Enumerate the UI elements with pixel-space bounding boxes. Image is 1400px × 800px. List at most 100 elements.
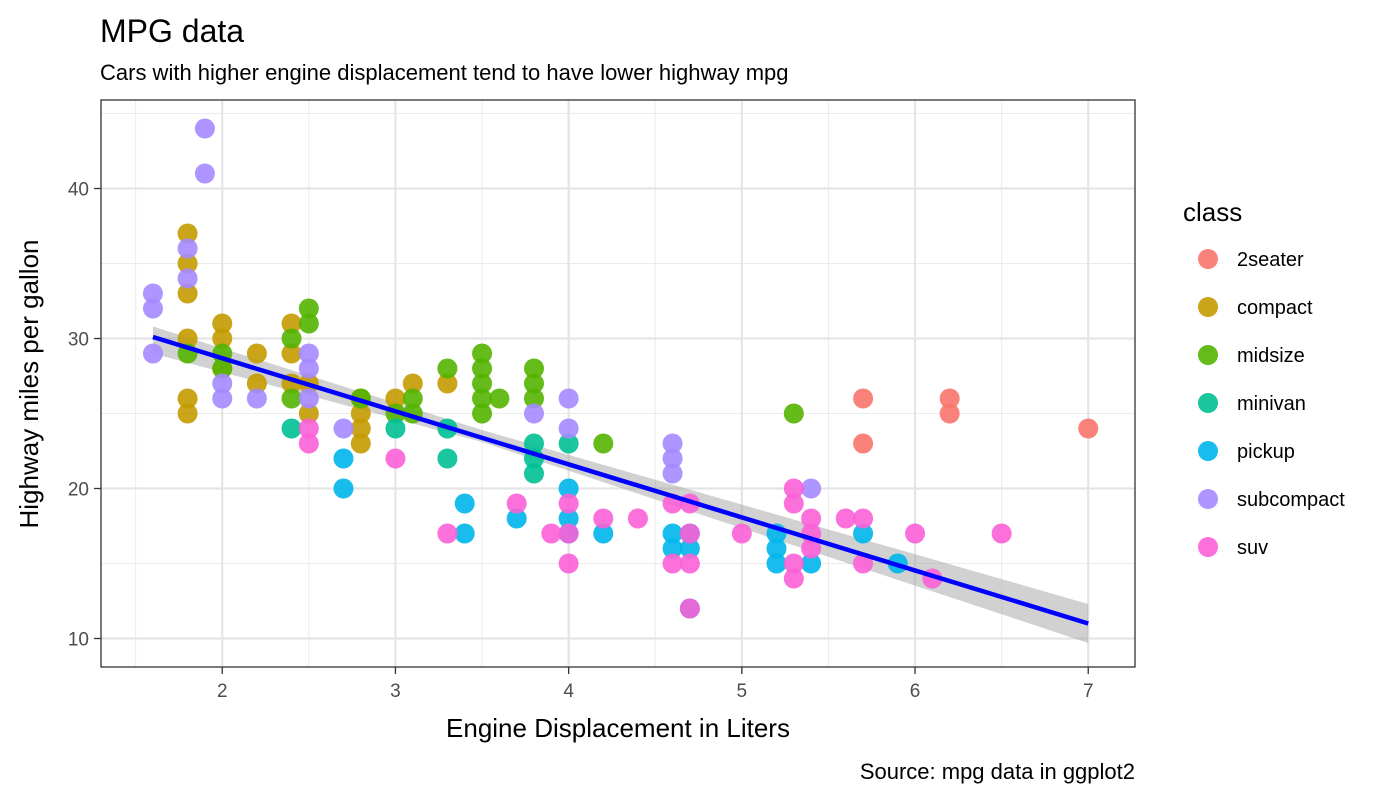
data-point-midsize (523, 373, 544, 394)
data-point-suv (558, 493, 579, 514)
data-point-pickup (558, 508, 579, 529)
y-tick-label: 30 (68, 330, 89, 351)
data-point-compact (177, 223, 198, 244)
data-point-subcompact (298, 388, 319, 409)
data-point-subcompact (662, 463, 683, 484)
data-point-compact (177, 283, 198, 304)
data-point-minivan (523, 433, 544, 454)
data-point-subcompact (212, 373, 233, 394)
data-point-suv (298, 433, 319, 454)
data-point-pickup (662, 538, 683, 559)
data-point-suv (298, 418, 319, 439)
data-point-2seater (939, 388, 960, 409)
chart-subtitle: Cars with higher engine displacement ten… (100, 60, 789, 85)
legend-key-minivan (1198, 393, 1218, 413)
data-point-midsize (472, 358, 493, 379)
x-axis-title: Engine Displacement in Liters (446, 713, 790, 743)
data-point-subcompact (801, 478, 822, 499)
data-point-suv (679, 553, 700, 574)
data-point-subcompact (662, 433, 683, 454)
data-point-subcompact (142, 298, 163, 319)
x-tick-label: 3 (390, 681, 401, 702)
data-point-subcompact (558, 418, 579, 439)
data-point-suv (853, 508, 874, 529)
data-point-suv (541, 523, 562, 544)
data-point-compact (350, 433, 371, 454)
data-point-midsize (472, 373, 493, 394)
data-point-subcompact (142, 343, 163, 364)
data-point-pickup (766, 553, 787, 574)
data-point-compact (177, 253, 198, 274)
data-point-2seater (1078, 418, 1099, 439)
y-tick-label: 10 (68, 630, 89, 651)
data-point-compact (281, 313, 302, 334)
data-point-pickup (454, 523, 475, 544)
data-point-compact (212, 313, 233, 334)
data-point-subcompact (177, 268, 198, 289)
data-point-midsize (472, 403, 493, 424)
data-point-midsize (523, 358, 544, 379)
legend-label-compact: compact (1237, 297, 1313, 319)
legend-key-subcompact (1198, 489, 1218, 509)
data-point-subcompact (194, 163, 215, 184)
data-point-midsize (281, 328, 302, 349)
x-tick-label: 2 (217, 681, 228, 702)
regression-line (152, 334, 1089, 626)
minor-gridlines (101, 100, 1135, 667)
x-tick-label: 7 (1083, 681, 1094, 702)
data-point-pickup (333, 448, 354, 469)
smooth-regression-line (152, 334, 1089, 626)
legend-title: class (1183, 197, 1242, 227)
data-point-2seater (853, 388, 874, 409)
x-tick-label: 4 (563, 681, 574, 702)
y-axis: 10 20 30 40 (68, 180, 101, 651)
legend-key-midsize (1198, 345, 1218, 365)
data-point-subcompact (333, 418, 354, 439)
data-point-minivan (558, 433, 579, 454)
data-point-suv (627, 508, 648, 529)
data-point-midsize (489, 388, 510, 409)
x-tick-label: 5 (737, 681, 748, 702)
data-point-subcompact (298, 358, 319, 379)
data-point-midsize (212, 358, 233, 379)
data-point-suv (835, 508, 856, 529)
data-point-minivan (281, 418, 302, 439)
data-point-pickup (679, 538, 700, 559)
data-point-compact (350, 418, 371, 439)
legend-key-pickup (1198, 441, 1218, 461)
data-point-compact (350, 403, 371, 424)
legend-key-suv (1198, 537, 1218, 557)
legend-label-suv: suv (1237, 537, 1268, 559)
data-point-compact (177, 328, 198, 349)
legend-key-2seater (1198, 249, 1218, 269)
data-point-compact (437, 373, 458, 394)
data-point-pickup (801, 553, 822, 574)
data-point-compact (281, 343, 302, 364)
x-axis: 2 3 4 5 6 7 (217, 667, 1094, 702)
data-point-midsize (472, 343, 493, 364)
data-point-midsize (783, 403, 804, 424)
data-point-suv (783, 553, 804, 574)
data-point-suv (731, 523, 752, 544)
legend-label-midsize: midsize (1237, 345, 1305, 367)
data-point-suv (385, 448, 406, 469)
data-point-minivan (385, 418, 406, 439)
data-point-subcompact (298, 343, 319, 364)
data-point-midsize (523, 388, 544, 409)
data-point-pickup (333, 478, 354, 499)
chart-caption: Source: mpg data in ggplot2 (860, 759, 1135, 784)
data-point-suv (905, 523, 926, 544)
legend: class 2seater compact midsize minivan pickup… (1183, 197, 1345, 559)
data-point-pickup (506, 508, 527, 529)
data-point-midsize (472, 388, 493, 409)
data-point-midsize (298, 298, 319, 319)
data-point-suv (662, 553, 683, 574)
data-point-suv (783, 478, 804, 499)
data-point-compact (402, 373, 423, 394)
data-point-subcompact (523, 403, 544, 424)
data-point-midsize (298, 313, 319, 334)
data-point-pickup (558, 478, 579, 499)
data-point-pickup (662, 523, 683, 544)
legend-label-pickup: pickup (1237, 441, 1295, 463)
